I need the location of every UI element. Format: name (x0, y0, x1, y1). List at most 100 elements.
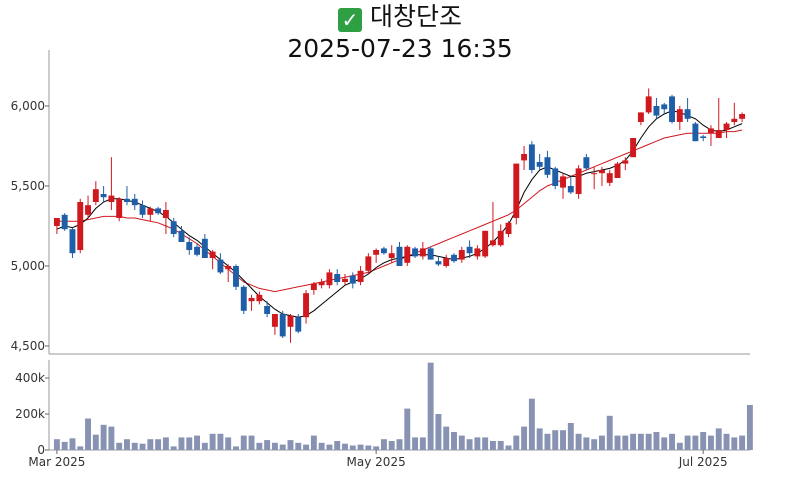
candle-body (412, 248, 419, 257)
candle-body (256, 294, 263, 302)
candle-body (100, 194, 107, 198)
volume-bar (443, 426, 450, 450)
candle-body (365, 256, 372, 271)
candle-body (474, 248, 481, 257)
candle-body (271, 314, 278, 327)
candle-body (614, 163, 621, 178)
candle-body (731, 118, 738, 122)
candle-body (53, 218, 60, 226)
candle-body (349, 275, 356, 284)
candle-body (61, 214, 68, 230)
candle-body (630, 138, 637, 158)
volume-bar (412, 437, 419, 450)
volume-bar (637, 433, 644, 450)
volume-bar (497, 441, 504, 450)
volume-bar (708, 435, 714, 450)
volume-bar (116, 442, 123, 450)
volume-bar (552, 430, 559, 450)
candle-body (715, 130, 722, 138)
volume-bar (598, 435, 605, 450)
candle-body (303, 293, 310, 318)
candle-body (567, 186, 574, 193)
volume-bar (310, 435, 317, 450)
check-mark-icon: ✓ (337, 8, 362, 32)
candle-body (373, 250, 380, 255)
volume-bar (746, 405, 753, 450)
volume-bar (614, 435, 621, 450)
volume-bar (178, 437, 185, 450)
volume-bar (248, 435, 255, 450)
volume-bar (186, 437, 193, 450)
candle-body (739, 114, 746, 119)
candle-body (443, 258, 450, 266)
candle-body (92, 189, 99, 202)
volume-bar (194, 435, 201, 450)
volume-bar (209, 433, 216, 450)
candle-body (544, 157, 551, 175)
candle-body (342, 278, 348, 282)
volume-bar (217, 433, 224, 450)
volume-bar (591, 439, 598, 450)
candle-body (264, 306, 271, 314)
volume-bar (108, 426, 115, 450)
volume-bar (271, 442, 278, 450)
volume-bar (560, 430, 566, 450)
candle-body (248, 298, 255, 302)
candle-body (466, 246, 473, 254)
candle-body (552, 168, 559, 186)
candle-body (435, 261, 442, 265)
volume-bar (669, 433, 675, 450)
volume-bar (131, 442, 138, 450)
volume-bar (466, 439, 473, 450)
candle-body (388, 253, 395, 258)
volume-bar (92, 434, 99, 450)
volume-bar (700, 432, 707, 450)
candle-body (201, 238, 208, 258)
volume-tick-label: 0 (37, 443, 45, 457)
candle-body (209, 251, 216, 258)
volume-bar (170, 446, 177, 450)
volume-bar (53, 439, 60, 450)
volume-bar (661, 437, 668, 450)
volume-bar (287, 440, 294, 450)
volume-bar (692, 435, 699, 450)
candle-body (233, 266, 239, 287)
volume-bar (233, 446, 239, 450)
volume-bar (380, 439, 387, 450)
candle-body (217, 259, 224, 273)
candle-body (458, 250, 465, 260)
price-panel: 4,500 5,000 5,500 6,000 (11, 50, 750, 355)
candle-body (186, 242, 193, 250)
candle-body (326, 272, 333, 286)
volume-bar (653, 432, 660, 450)
candle-body (560, 176, 566, 188)
candle-body (139, 205, 146, 215)
volume-bar (77, 446, 84, 450)
candle-body (700, 136, 707, 138)
candle-body (489, 240, 496, 246)
candle-body (396, 246, 403, 266)
candle-body (692, 123, 699, 142)
volume-bar (583, 437, 590, 450)
volume-bar (606, 415, 613, 450)
candle-body (131, 198, 138, 206)
volume-bar (201, 442, 208, 450)
candle-body (591, 173, 598, 175)
candle-body (669, 96, 675, 122)
volume-bar (630, 433, 637, 450)
volume-bar (419, 437, 426, 450)
volume-bar (357, 444, 364, 450)
volume-bar (544, 433, 551, 450)
candle-body (575, 168, 582, 194)
volume-bar (240, 435, 247, 450)
candle-body (637, 112, 644, 122)
volume-bar (567, 423, 574, 450)
chart-title: ✓ 대창단조 (0, 2, 800, 32)
volume-bar (536, 428, 543, 450)
volume-bar (388, 441, 395, 450)
volume-bar (622, 435, 629, 450)
candle-body (536, 162, 543, 167)
candle-body (497, 230, 504, 246)
volume-bar (435, 414, 442, 450)
candle-body (513, 163, 520, 218)
